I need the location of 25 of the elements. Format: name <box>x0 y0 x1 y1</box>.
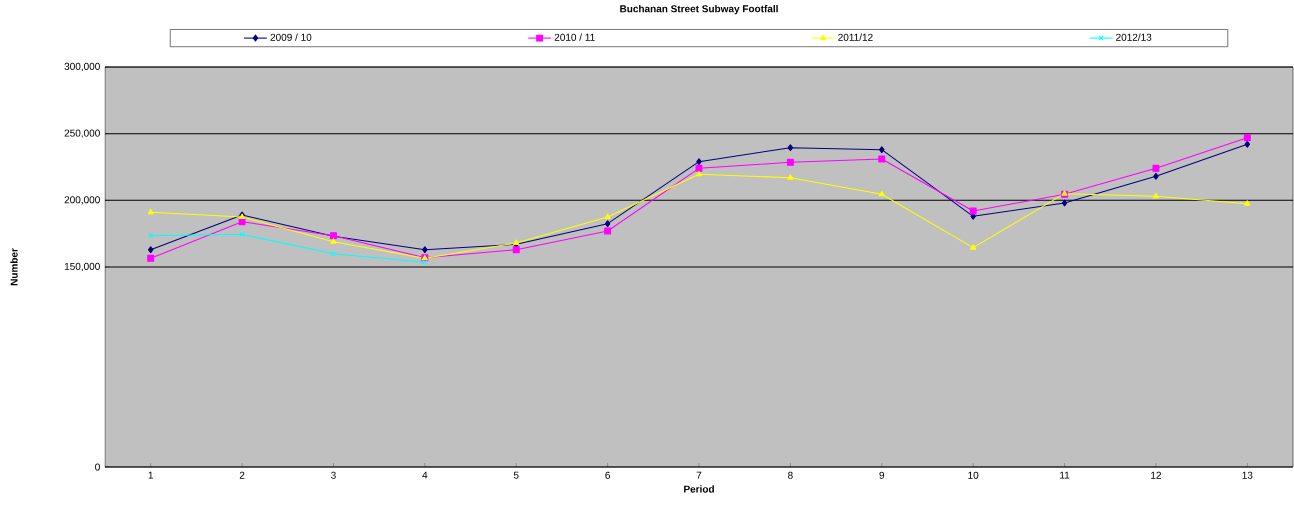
legend-label: 2009 / 10 <box>270 33 312 41</box>
x-axis-title: Period <box>684 485 714 493</box>
y-tick-label: 300,000 <box>64 62 100 72</box>
x-tick-label: 8 <box>788 471 793 479</box>
x-tick-label: 5 <box>513 471 519 479</box>
chart-title: Buchanan Street Subway Footfall <box>620 4 778 15</box>
x-tick-label: 9 <box>879 471 885 479</box>
x-tick-label: 4 <box>422 471 428 479</box>
y-tick-label: 250,000 <box>64 129 100 138</box>
x-tick-label: 6 <box>605 471 610 479</box>
y-tick-label: 150,000 <box>64 262 100 272</box>
x-tick-label: 10 <box>968 471 979 479</box>
legend-label: 2012/13 <box>1116 33 1152 41</box>
y-tick-label: 200,000 <box>64 196 100 205</box>
x-tick-label: 12 <box>1151 471 1161 479</box>
legend-label: 2010 / 11 <box>554 33 595 41</box>
x-tick-label: 7 <box>696 471 702 479</box>
x-tick-label: 1 <box>148 471 153 479</box>
x-tick-label: 2 <box>239 471 245 479</box>
y-axis-title: Number <box>10 248 18 286</box>
x-tick-label: 13 <box>1242 471 1253 479</box>
x-tick-label: 3 <box>331 471 336 479</box>
x-tick-label: 11 <box>1060 471 1070 479</box>
legend-label: 2011/12 <box>838 33 873 41</box>
y-tick-label: 0 <box>95 463 100 471</box>
